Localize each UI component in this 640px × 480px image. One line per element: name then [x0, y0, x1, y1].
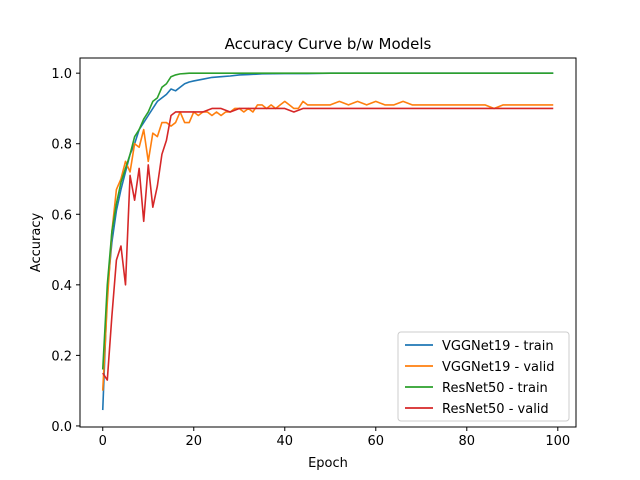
legend-entry-label: VGGNet19 - valid: [442, 360, 555, 375]
x-axis-ticks: 0 20 40 60 80 100: [99, 427, 570, 449]
axes-frame: [79, 57, 577, 428]
x-tick-label: 0: [99, 434, 107, 449]
y-tick-label: 0.6: [51, 208, 72, 223]
legend-entry-label: VGGNet19 - train: [442, 339, 554, 354]
y-axis-ticks: 0.0 0.2 0.4 0.6 0.8 1.0: [51, 67, 80, 435]
series-line-3: [101, 72, 554, 370]
legend-entry-label: ResNet50 - valid: [442, 402, 549, 417]
y-axis-label: Accuracy: [29, 213, 44, 273]
x-axis-label: Epoch: [308, 456, 348, 471]
legend: VGGNet19 - train VGGNet19 - valid ResNet50…: [397, 331, 570, 422]
y-tick-label: 0.0: [51, 420, 72, 435]
legend-entry-label: ResNet50 - train: [442, 381, 548, 396]
plot-area: [101, 72, 554, 411]
y-tick-label: 0.2: [51, 349, 72, 364]
y-tick-label: 1.0: [51, 67, 72, 82]
x-tick-label: 40: [276, 434, 293, 449]
chart-title: Accuracy Curve b/w Models: [225, 35, 432, 53]
x-tick-label: 100: [545, 434, 570, 449]
x-tick-label: 20: [185, 434, 202, 449]
series-line-4: [102, 107, 554, 381]
x-tick-label: 80: [459, 434, 476, 449]
y-tick-label: 0.4: [51, 279, 72, 294]
series-line-2: [101, 100, 554, 391]
legend-box: [397, 331, 570, 422]
y-tick-label: 0.8: [51, 138, 72, 153]
x-tick-label: 60: [368, 434, 385, 449]
